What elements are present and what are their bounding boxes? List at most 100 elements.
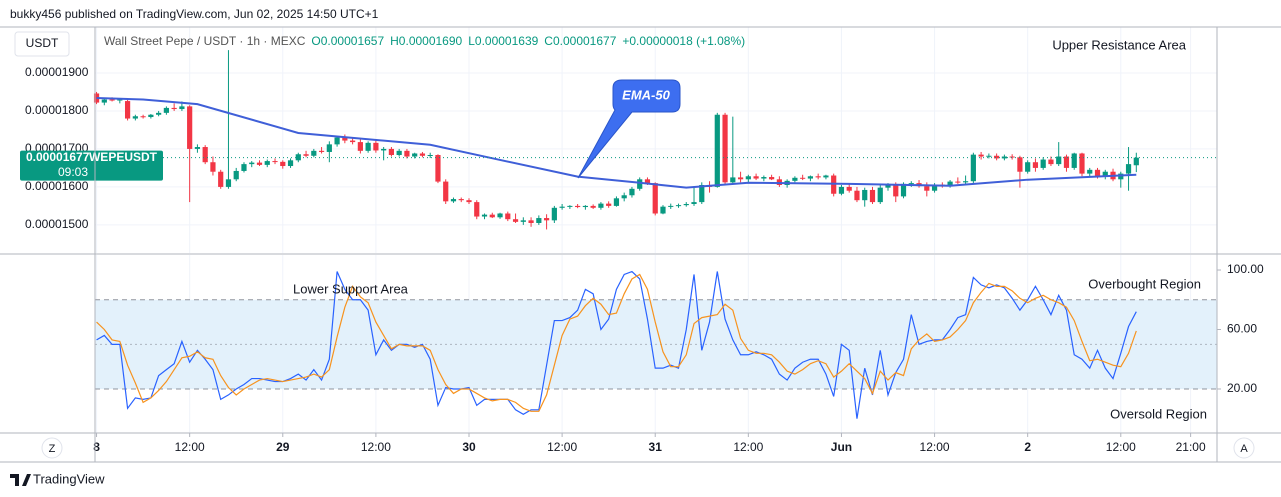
candle-body <box>675 205 682 207</box>
candle-body <box>893 185 899 197</box>
candle-body <box>885 185 891 188</box>
symbol: Wall Street Pepe / USDT · 1h · MEXC <box>104 34 306 48</box>
candle-body <box>458 199 464 201</box>
candle-body <box>210 162 216 172</box>
candle-body <box>714 114 720 187</box>
candle-body <box>1040 159 1046 168</box>
candle-body <box>334 137 340 145</box>
candle-body <box>978 154 984 157</box>
candle-body <box>1133 157 1139 166</box>
candle-body <box>908 183 914 185</box>
ema-line <box>96 97 1137 189</box>
y-tick-label: 0.00001800 <box>25 103 89 117</box>
candle-body <box>101 99 107 103</box>
candle-body <box>1025 162 1031 172</box>
candle-body <box>1048 159 1054 165</box>
candle-body <box>350 140 356 143</box>
candle-body <box>559 206 565 208</box>
legend-change: +0.00000018 (+1.08%) <box>622 34 745 48</box>
publish-line: bukky456 published on TradingView.com, J… <box>10 7 379 21</box>
candle-body <box>869 189 876 203</box>
candle-body <box>1009 156 1015 158</box>
candle-body <box>466 200 472 203</box>
candle-body <box>1056 156 1062 165</box>
x-tick-label: Jun <box>831 440 852 454</box>
candle-body <box>117 99 123 101</box>
candle-body <box>660 206 666 214</box>
candle-body <box>450 199 457 202</box>
candle-body <box>792 177 798 181</box>
candle-body <box>931 184 938 191</box>
currency-box[interactable] <box>14 31 70 57</box>
candle-body <box>924 186 930 191</box>
x-tick-label: 12:00 <box>733 440 763 454</box>
candle-body <box>435 155 441 182</box>
candle-body <box>474 202 480 217</box>
candle-body <box>761 177 767 179</box>
candle-body <box>272 161 278 163</box>
x-tick-label: 12:00 <box>1106 440 1136 454</box>
candle-body <box>233 170 239 180</box>
candle-body <box>644 179 651 184</box>
candle-body <box>1079 153 1085 174</box>
candle-body <box>109 99 115 101</box>
legend-open: O0.00001657 <box>311 34 384 48</box>
x-tick-label: 30 <box>462 440 476 454</box>
candle-body <box>225 179 232 187</box>
x-tick-label: 31 <box>649 440 663 454</box>
candle-body <box>846 186 852 191</box>
annotation: Lower Support Area <box>293 281 409 296</box>
candle-body <box>1071 153 1077 168</box>
candle-body <box>769 177 775 180</box>
candle-body <box>520 220 526 222</box>
price-tag-countdown: 09:03 <box>58 165 88 179</box>
callout-text: EMA-50 <box>622 87 670 102</box>
x-tick-label: 21:00 <box>1176 440 1206 454</box>
candle-body <box>613 198 620 206</box>
candle-body <box>381 148 387 151</box>
candle-body <box>1094 169 1101 177</box>
candle-body <box>955 181 961 183</box>
candle-body <box>241 164 247 171</box>
candle-body <box>598 203 604 208</box>
candle-body <box>179 106 185 110</box>
candle-body <box>621 195 627 199</box>
candle-body <box>567 205 573 207</box>
button[interactable] <box>1233 437 1255 459</box>
price-tag-ticker: WEPEUSDT <box>89 150 158 164</box>
candle-body <box>551 207 557 221</box>
y-tick-label: 60.00 <box>1227 322 1257 336</box>
candle-body <box>171 107 177 110</box>
x-tick-label: 12:00 <box>920 440 950 454</box>
candle-body <box>357 142 363 151</box>
candle-body <box>489 214 495 218</box>
candle-body <box>637 179 643 189</box>
candle-body <box>388 148 395 156</box>
x-tick-label: 12:00 <box>547 440 577 454</box>
candle-body <box>1032 162 1039 168</box>
candle-body <box>800 177 806 179</box>
x-tick-label: 12:00 <box>175 440 205 454</box>
button-label: Z <box>49 443 56 455</box>
candle-body <box>497 213 503 218</box>
candle-body <box>1063 156 1070 168</box>
candle-body <box>753 176 759 179</box>
candle-body <box>652 183 658 214</box>
price-pane: 0.000015000.000016000.000017000.00001800… <box>20 27 1217 253</box>
candle-body <box>187 106 193 149</box>
button[interactable] <box>41 437 63 459</box>
candle-body <box>311 150 317 156</box>
x-tick-label: 8 <box>93 440 100 454</box>
candle-body <box>156 112 162 115</box>
candle-body <box>807 176 814 179</box>
candle-body <box>877 187 883 203</box>
candle-body <box>512 219 519 222</box>
candle-body <box>854 190 860 201</box>
candle-body <box>280 161 286 167</box>
candle-body <box>396 150 402 156</box>
annotation: Oversold Region <box>1110 406 1207 421</box>
candle-body <box>737 177 744 180</box>
candle-body <box>582 205 588 208</box>
candle-body <box>1017 157 1023 172</box>
